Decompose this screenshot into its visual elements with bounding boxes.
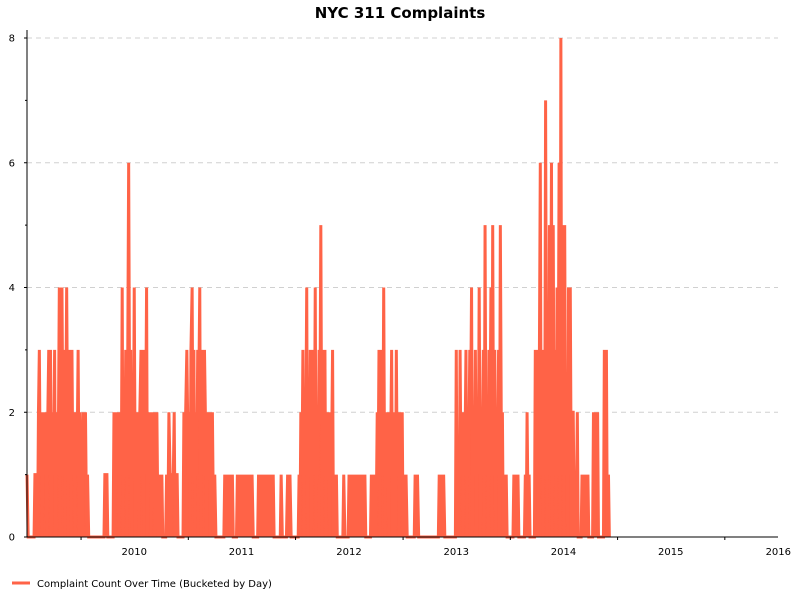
x-tick-label: 2011 (229, 547, 254, 558)
x-ticks: 2010 2011 2012 2013 2014 2015 2016 (80, 537, 791, 558)
series-line (25, 37, 611, 539)
gridlines (27, 37, 778, 413)
x-tick-label: 2013 (444, 547, 469, 558)
legend-label: Complaint Count Over Time (Bucketed by D… (37, 579, 272, 590)
x-tick-label: 2014 (551, 547, 576, 558)
chart-title: NYC 311 Complaints (315, 4, 486, 22)
x-tick-label: 2015 (658, 547, 683, 558)
series-fill (25, 37, 611, 539)
y-tick-label: 8 (9, 34, 15, 45)
y-tick-label: 2 (9, 408, 15, 419)
legend: Complaint Count Over Time (Bucketed by D… (12, 579, 272, 590)
y-tick-label: 4 (9, 283, 15, 294)
x-tick-label: 2016 (766, 547, 791, 558)
y-ticks: 0 2 4 6 8 (9, 34, 27, 544)
y-tick-label: 0 (9, 533, 15, 544)
x-tick-label: 2012 (336, 547, 361, 558)
x-tick-label: 2010 (122, 547, 147, 558)
axes (26, 30, 778, 538)
y-tick-label: 6 (9, 158, 15, 169)
